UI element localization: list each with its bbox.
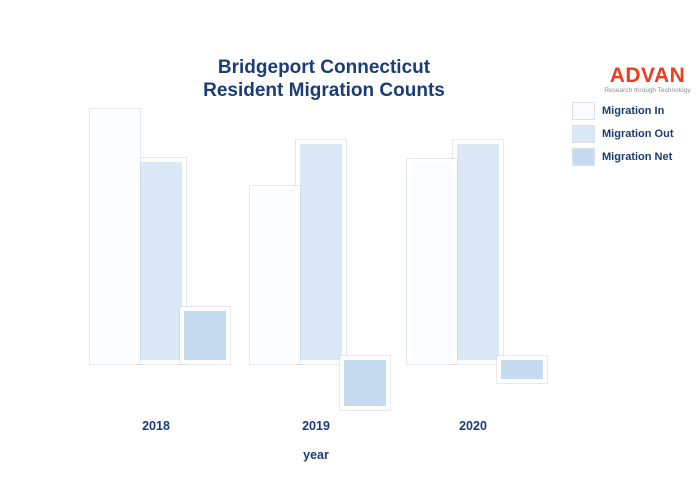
bar-migration-net-2018 xyxy=(180,307,230,364)
chart-title-line1: Bridgeport Connecticut xyxy=(217,57,431,78)
legend-label-migration-out: Migration Out xyxy=(602,128,674,140)
legend-swatch-migration-in xyxy=(573,103,594,119)
advan-logo-tagline: Research through Technology xyxy=(604,87,691,94)
bar-migration-in-2020 xyxy=(407,159,457,364)
x-tick-2018: 2018 xyxy=(142,419,170,433)
legend-label-migration-net: Migration Net xyxy=(602,151,673,163)
chart-title: Bridgeport Connecticut Resident Migratio… xyxy=(0,56,648,102)
legend: Migration In Migration Out Migration Net xyxy=(573,103,674,172)
legend-item-migration-net: Migration Net xyxy=(573,149,674,165)
legend-item-migration-in: Migration In xyxy=(573,103,674,119)
legend-label-migration-in: Migration In xyxy=(602,105,665,117)
legend-swatch-migration-out xyxy=(573,126,594,142)
bar-migration-out-2020 xyxy=(453,140,503,364)
bar-migration-in-2019 xyxy=(250,186,300,364)
legend-swatch-migration-net xyxy=(573,149,594,165)
x-tick-2020: 2020 xyxy=(459,419,487,433)
bar-migration-out-2019 xyxy=(296,140,346,364)
bar-migration-net-2020 xyxy=(497,356,547,383)
x-axis-label: year xyxy=(303,448,329,462)
chart-title-line2: Resident Migration Counts xyxy=(203,80,445,101)
bar-migration-in-2018 xyxy=(90,109,140,364)
bar-migration-out-2018 xyxy=(136,158,186,364)
bar-migration-net-2019 xyxy=(340,356,390,410)
advan-logo-wordmark: ADVAN xyxy=(609,64,686,87)
legend-item-migration-out: Migration Out xyxy=(573,126,674,142)
advan-logo: ADVAN Research through Technology xyxy=(599,61,696,99)
x-tick-2019: 2019 xyxy=(302,419,330,433)
